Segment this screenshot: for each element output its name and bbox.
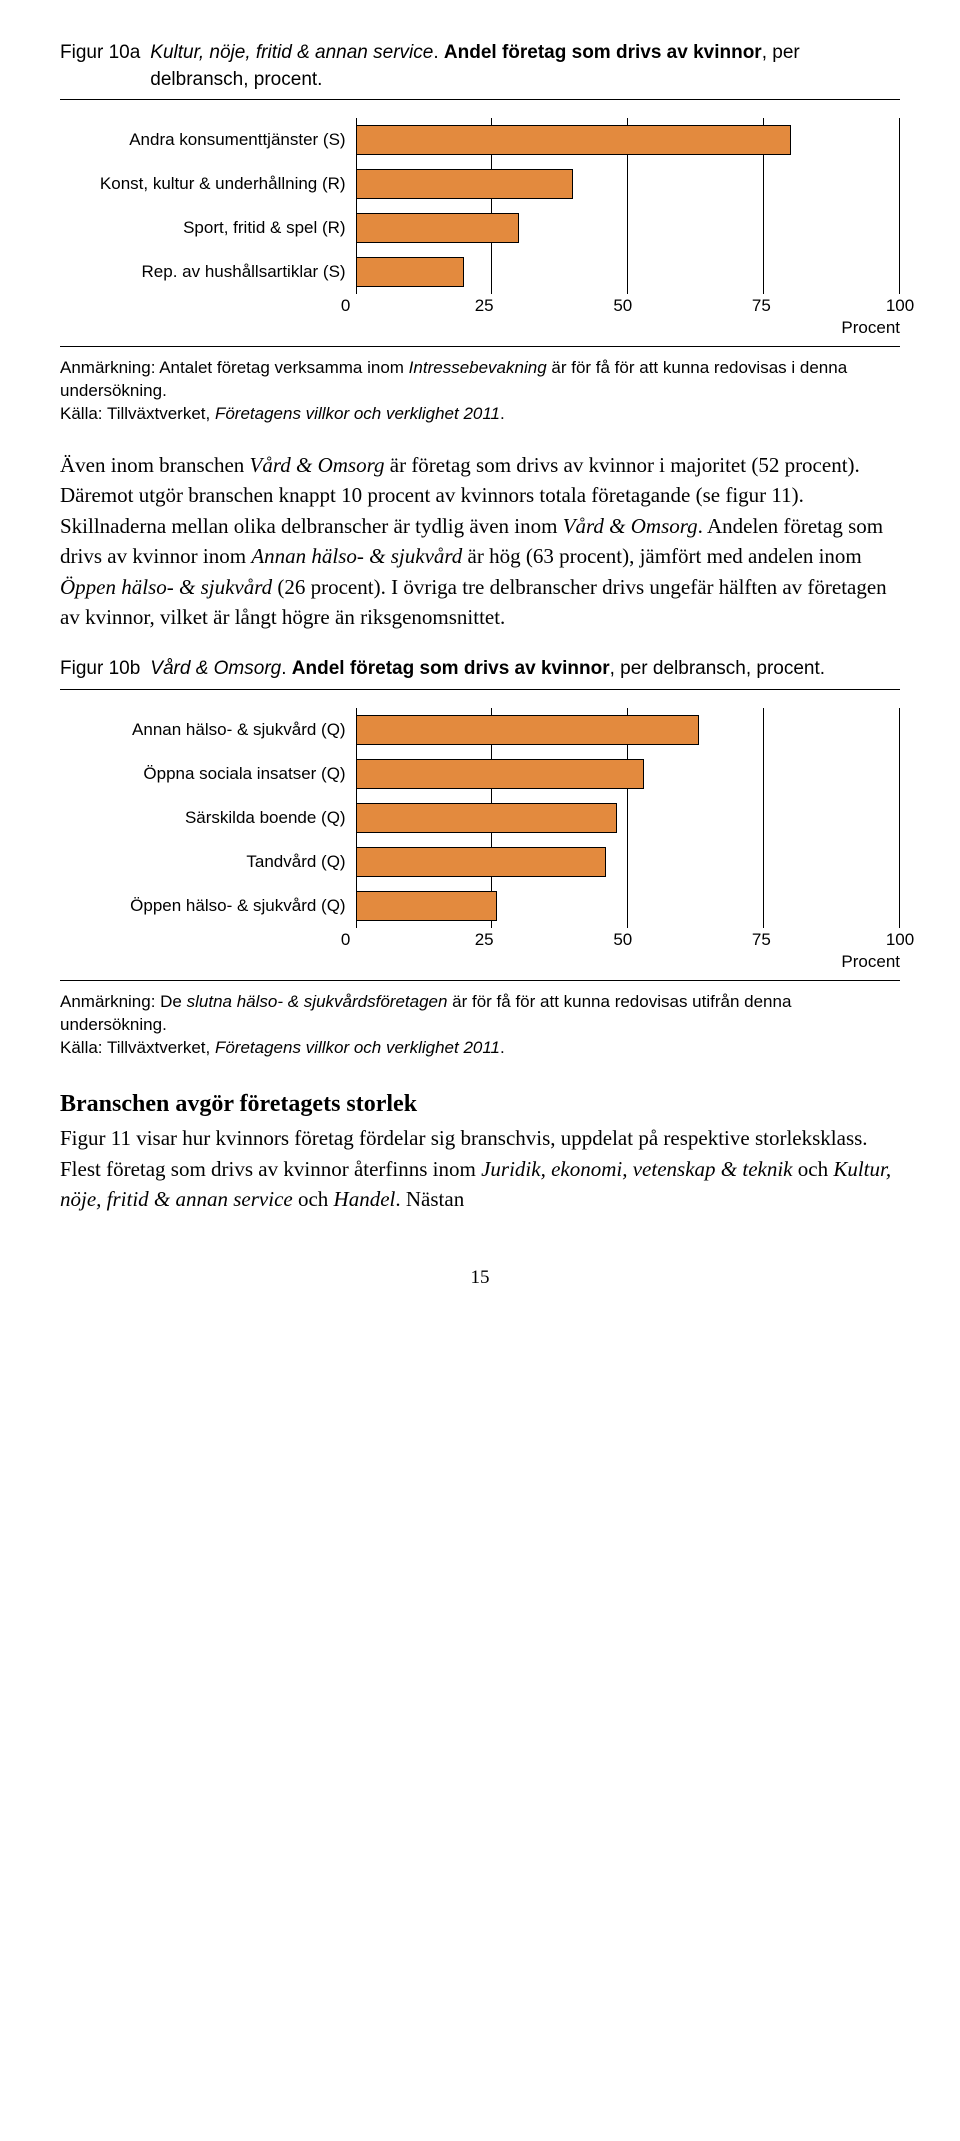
tick-label: 0 — [341, 294, 350, 318]
figure-b-label: Figur 10b — [60, 656, 150, 683]
body-paragraph-1: Även inom branschen Vård & Omsorg är för… — [60, 450, 900, 633]
rule — [60, 980, 900, 981]
figure-a-label: Figur 10a — [60, 40, 150, 67]
section-heading: Branschen avgör företagets storlek — [60, 1088, 900, 1122]
bar — [356, 715, 699, 745]
category-label: Öppen hälso- & sjukvård (Q) — [60, 884, 346, 928]
axis-label: Procent — [346, 950, 900, 974]
category-label: Tandvård (Q) — [60, 840, 346, 884]
body-paragraph-2: Figur 11 visar hur kvinnors företag förd… — [60, 1123, 900, 1214]
figure-a-chart: Andra konsumenttjänster (S)Konst, kultur… — [60, 118, 900, 340]
tick-label: 50 — [613, 928, 632, 952]
figure-b-chart: Annan hälso- & sjukvård (Q)Öppna sociala… — [60, 708, 900, 974]
category-label: Öppna sociala insatser (Q) — [60, 752, 346, 796]
tick-label: 75 — [752, 928, 771, 952]
category-label: Konst, kultur & underhållning (R) — [60, 162, 346, 206]
figure-b-title: Vård & Omsorg. Andel företag som drivs a… — [150, 656, 825, 683]
figure-a-note: Anmärkning: Antalet företag verksamma in… — [60, 357, 900, 426]
category-label: Sport, fritid & spel (R) — [60, 206, 346, 250]
bar — [356, 803, 617, 833]
tick-label: 50 — [613, 294, 632, 318]
page-number: 15 — [60, 1265, 900, 1292]
tick-label: 75 — [752, 294, 771, 318]
category-label: Andra konsumenttjänster (S) — [60, 118, 346, 162]
bar — [356, 847, 606, 877]
rule — [60, 689, 900, 690]
tick-label: 0 — [341, 928, 350, 952]
rule — [60, 99, 900, 100]
figure-a-title: Kultur, nöje, fritid & annan service. An… — [150, 40, 900, 93]
category-label: Särskilda boende (Q) — [60, 796, 346, 840]
bar — [356, 169, 574, 199]
tick-label: 25 — [475, 928, 494, 952]
figure-b-note: Anmärkning: De slutna hälso- & sjukvårds… — [60, 991, 900, 1060]
bar — [356, 891, 498, 921]
figure-a-header: Figur 10a Kultur, nöje, fritid & annan s… — [60, 40, 900, 93]
bar — [356, 759, 645, 789]
axis-label: Procent — [346, 316, 900, 340]
tick-label: 25 — [475, 294, 494, 318]
tick-label: 100 — [886, 294, 914, 318]
tick-label: 100 — [886, 928, 914, 952]
rule — [60, 346, 900, 347]
bar — [356, 213, 519, 243]
figure-b-header: Figur 10b Vård & Omsorg. Andel företag s… — [60, 656, 900, 683]
bar — [356, 125, 792, 155]
category-label: Rep. av hushållsartiklar (S) — [60, 250, 346, 294]
bar — [356, 257, 465, 287]
category-label: Annan hälso- & sjukvård (Q) — [60, 708, 346, 752]
